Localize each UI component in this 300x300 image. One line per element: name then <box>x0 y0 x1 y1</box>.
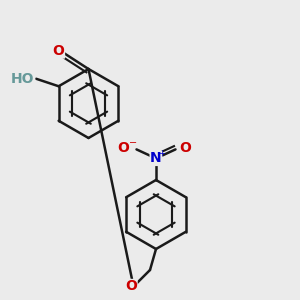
Text: −: − <box>129 138 138 148</box>
Text: HO: HO <box>11 72 35 86</box>
Text: O: O <box>179 141 191 155</box>
Text: N: N <box>150 152 162 165</box>
Text: +: + <box>158 148 165 158</box>
Text: O: O <box>125 280 137 293</box>
Text: O: O <box>52 44 64 58</box>
Text: O: O <box>117 141 129 155</box>
